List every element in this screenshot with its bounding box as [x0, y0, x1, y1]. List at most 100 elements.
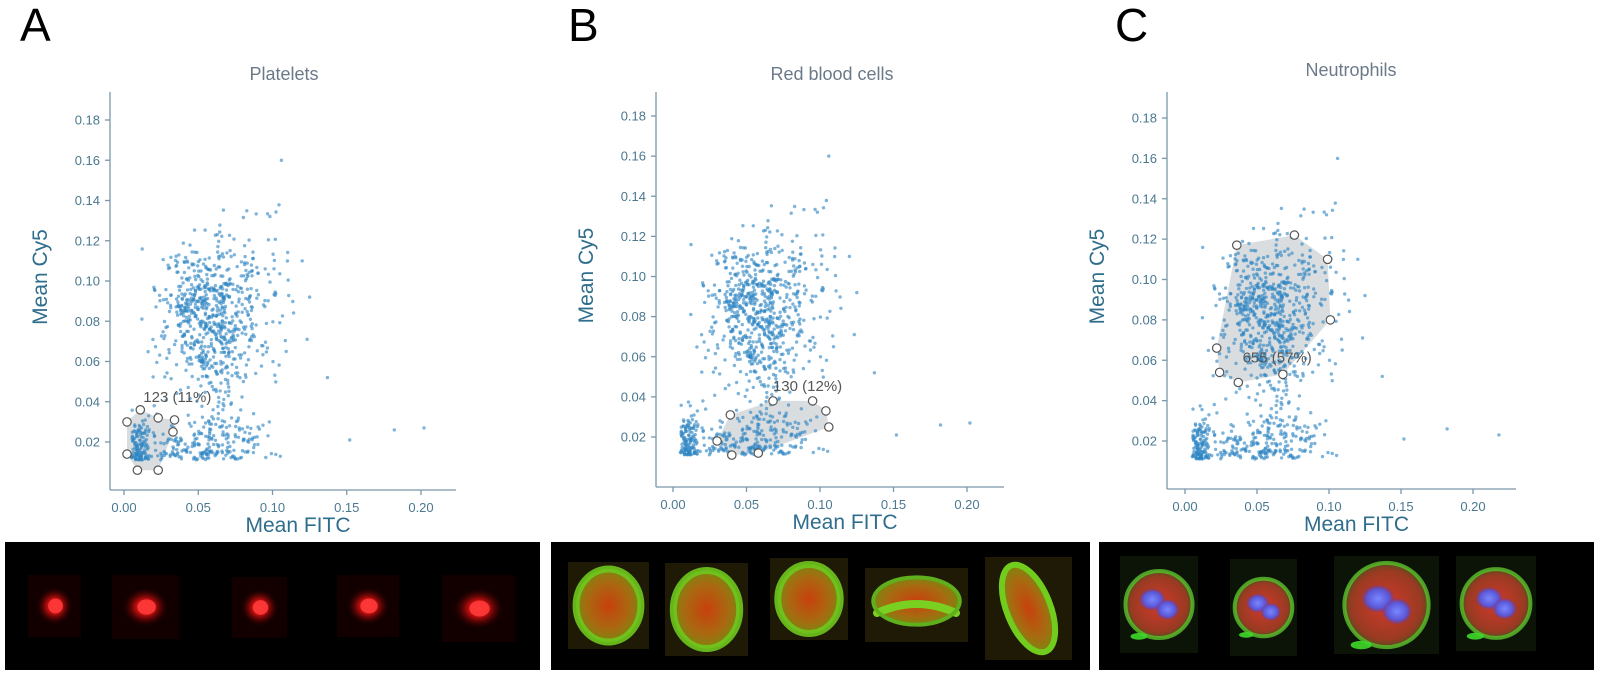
- gate-vertex-handle[interactable]: [1278, 369, 1288, 380]
- data-point: [1291, 434, 1295, 438]
- gate-vertex-handle[interactable]: [821, 406, 831, 416]
- data-point: [1284, 432, 1288, 436]
- data-point: [249, 305, 254, 309]
- gate-vertex-handle[interactable]: [169, 415, 180, 425]
- data-point: [131, 447, 135, 451]
- data-point: [781, 419, 786, 424]
- gate-vertex-handle[interactable]: [1322, 254, 1333, 265]
- data-point: [686, 449, 690, 453]
- data-point: [245, 309, 249, 314]
- data-point: [263, 304, 267, 309]
- data-point: [181, 314, 186, 318]
- data-point: [821, 233, 825, 237]
- gate-vertex-handle[interactable]: [122, 417, 132, 427]
- data-point: [739, 281, 744, 285]
- data-point: [1269, 407, 1274, 411]
- data-point: [734, 256, 738, 260]
- data-point: [1346, 298, 1351, 302]
- data-point: [692, 413, 696, 417]
- x-tick-label: 0.15: [1388, 499, 1413, 514]
- data-point: [1275, 399, 1279, 403]
- data-point: [713, 351, 718, 356]
- data-point: [784, 430, 788, 434]
- gate-vertex-handle[interactable]: [122, 449, 132, 459]
- data-point: [152, 433, 157, 438]
- data-point: [1261, 226, 1266, 231]
- data-point: [222, 335, 227, 339]
- data-point: [1307, 320, 1312, 325]
- data-point: [1236, 293, 1240, 297]
- data-point: [227, 354, 231, 359]
- gate-polygon[interactable]: [1216, 235, 1331, 383]
- data-point: [784, 414, 788, 418]
- gate-vertex-handle[interactable]: [153, 413, 163, 423]
- data-point: [263, 298, 267, 303]
- gate-vertex-handle[interactable]: [823, 422, 834, 432]
- gate-vertex-handle[interactable]: [1214, 367, 1225, 378]
- gate-vertex-handle[interactable]: [726, 450, 737, 460]
- data-point: [285, 259, 290, 263]
- data-point: [218, 223, 222, 227]
- data-point: [209, 341, 213, 346]
- data-point: [1264, 279, 1268, 284]
- data-point: [734, 380, 739, 385]
- gate-vertex-handle[interactable]: [168, 427, 178, 437]
- data-point: [821, 375, 825, 379]
- data-point: [176, 303, 181, 307]
- gate-vertex-handle[interactable]: [153, 465, 163, 475]
- data-point: [790, 432, 794, 436]
- data-point: [1211, 374, 1215, 378]
- data-point: [207, 435, 212, 439]
- data-point: [732, 336, 736, 341]
- data-point: [1264, 441, 1269, 445]
- gate-vertex-handle[interactable]: [1211, 343, 1222, 353]
- data-point: [153, 345, 158, 349]
- data-point: [225, 448, 229, 453]
- data-point: [164, 297, 169, 301]
- gate-vertex-handle[interactable]: [725, 410, 736, 420]
- data-point: [802, 207, 806, 212]
- data-point: [1312, 295, 1316, 299]
- data-point: [775, 419, 780, 423]
- data-point: [161, 298, 166, 302]
- gate-vertex-handle[interactable]: [807, 396, 818, 406]
- data-point: [196, 273, 200, 278]
- data-point: [696, 423, 700, 427]
- gate-vertex-handle[interactable]: [132, 465, 143, 475]
- data-point: [1217, 292, 1222, 296]
- data-point: [197, 359, 201, 363]
- data-point: [695, 452, 699, 456]
- data-point: [1260, 334, 1264, 338]
- gate-polygon[interactable]: [717, 400, 829, 456]
- data-point: [757, 320, 761, 325]
- gate-vertex-handle[interactable]: [753, 448, 764, 458]
- data-point: [1266, 319, 1270, 323]
- data-point: [1264, 275, 1268, 280]
- gate-vertex-handle[interactable]: [1232, 240, 1242, 250]
- gate-vertex-handle[interactable]: [1289, 230, 1300, 240]
- data-point: [775, 384, 779, 389]
- gate-vertex-handle[interactable]: [1233, 377, 1244, 388]
- data-point: [141, 422, 146, 427]
- x-tick-label: 0.10: [1316, 499, 1341, 514]
- data-point: [197, 354, 201, 359]
- data-point: [1261, 256, 1266, 260]
- data-point: [1252, 276, 1257, 280]
- x-tick-label: 0.20: [408, 500, 433, 515]
- data-point: [807, 359, 811, 364]
- gate-vertex-handle[interactable]: [712, 436, 722, 446]
- x-tick-label: 0.05: [186, 500, 211, 515]
- data-point: [191, 347, 195, 351]
- data-point: [167, 351, 171, 355]
- gate-vertex-handle[interactable]: [768, 396, 778, 406]
- data-point: [169, 293, 173, 297]
- gate-vertex-handle[interactable]: [135, 404, 146, 415]
- data-point: [802, 261, 807, 265]
- data-point: [151, 375, 155, 379]
- data-point: [1272, 368, 1276, 373]
- gate-vertex-handle[interactable]: [1325, 315, 1336, 325]
- data-point: [1193, 428, 1197, 432]
- data-point: [772, 283, 777, 288]
- data-point: [1281, 319, 1285, 323]
- data-point: [1303, 311, 1308, 315]
